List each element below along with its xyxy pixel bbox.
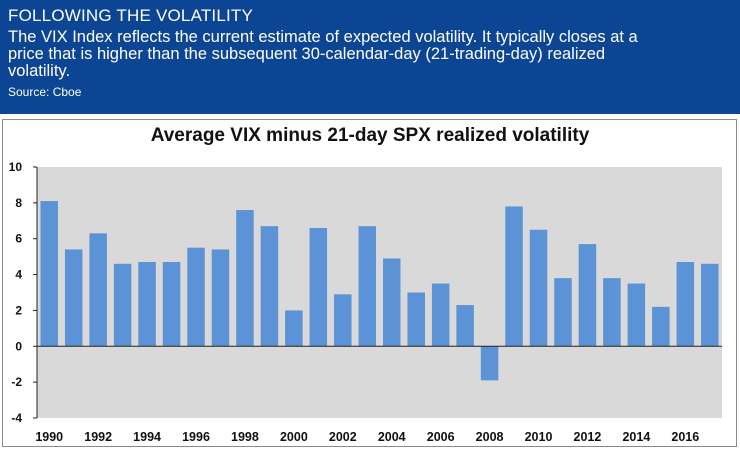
bar-2000 [285, 310, 303, 347]
bar-2015 [652, 306, 670, 347]
x-tick-label: 1998 [231, 430, 259, 444]
y-tick-label: 2 [15, 303, 22, 317]
bar-2011 [554, 278, 572, 347]
y-tick-label: -2 [11, 375, 22, 389]
x-tick-label: 2002 [329, 430, 357, 444]
bar-1997 [211, 249, 230, 347]
x-tick-label: 2012 [574, 430, 602, 444]
header-source: Source: Cboe [8, 85, 82, 99]
x-tick-label: 2010 [525, 430, 553, 444]
x-tick-label: 2016 [671, 430, 699, 444]
x-tick-label: 2014 [622, 430, 650, 444]
bar-2016 [676, 262, 695, 347]
y-tick-label: 0 [15, 339, 22, 353]
bar-2008 [480, 346, 499, 381]
bar-2005 [407, 292, 425, 347]
y-tick-label: -4 [11, 411, 22, 425]
y-tick-label: 4 [15, 268, 22, 282]
bar-2012 [578, 244, 597, 347]
x-tick-label: 2006 [427, 430, 455, 444]
x-tick-label: 1994 [133, 430, 161, 444]
bar-1994 [138, 262, 156, 347]
x-tick-label: 2000 [280, 430, 308, 444]
bar-1998 [236, 210, 254, 347]
bar-1992 [89, 233, 107, 347]
bar-1990 [40, 201, 58, 347]
bar-1993 [113, 263, 132, 347]
x-tick-label: 1990 [35, 430, 63, 444]
y-tick-label: 8 [15, 196, 22, 210]
bar-2017 [701, 263, 719, 347]
header-description: The VIX Index reflects the current estim… [8, 28, 638, 80]
bar-2001 [309, 227, 328, 347]
y-tick-label: 6 [15, 232, 22, 246]
x-tick-label: 2004 [378, 430, 406, 444]
bar-2007 [456, 305, 474, 347]
bar-1991 [64, 249, 83, 347]
bar-2003 [358, 226, 377, 347]
y-tick-label: 10 [9, 160, 23, 174]
bar-1996 [187, 247, 205, 347]
chart-title: Average VIX minus 21-day SPX realized vo… [150, 125, 590, 146]
bar-2010 [529, 229, 548, 347]
bar-2006 [431, 283, 450, 347]
bar-1995 [162, 262, 181, 347]
header-title: FOLLOWING THE VOLATILITY [8, 6, 254, 25]
x-tick-label: 1992 [84, 430, 112, 444]
bar-1999 [260, 226, 279, 347]
bar-2004 [382, 258, 401, 347]
bar-2013 [603, 278, 621, 347]
bar-2014 [627, 283, 646, 347]
x-tick-label: 1996 [182, 430, 210, 444]
bar-2002 [334, 294, 352, 347]
header-banner: FOLLOWING THE VOLATILITY The VIX Index r… [0, 0, 740, 114]
x-tick-label: 2008 [476, 430, 504, 444]
bar-2009 [505, 206, 523, 347]
